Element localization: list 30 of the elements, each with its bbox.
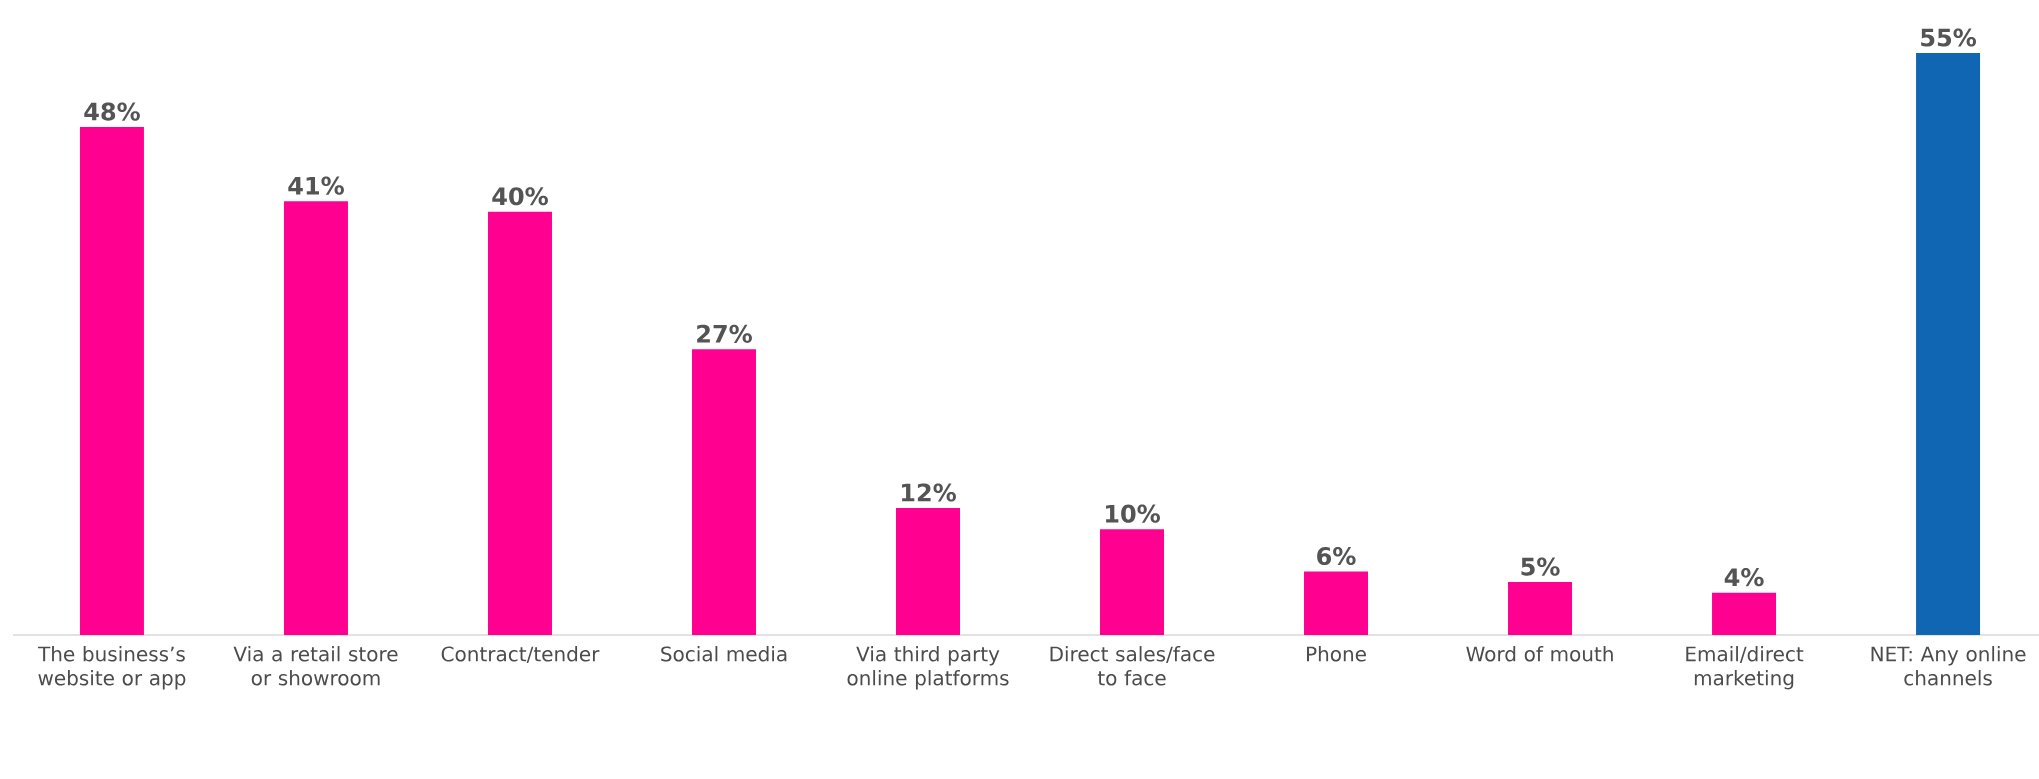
x-tick-label: Contract/tender	[441, 646, 600, 664]
bar	[1100, 529, 1165, 635]
data-label: 10%	[1105, 504, 1160, 523]
x-tick-label: Phone	[1307, 646, 1366, 662]
data-label: 27%	[697, 324, 752, 343]
bar	[1304, 571, 1369, 635]
data-label: 4%	[1724, 568, 1764, 587]
x-tick-label: NET: Any online channels	[1871, 646, 2026, 686]
data-label: 40%	[492, 187, 548, 206]
data-label: 5%	[1521, 557, 1560, 576]
data-label: 41%	[288, 176, 344, 195]
bar	[1916, 52, 1981, 635]
x-tick-label: Via third party online platforms	[847, 646, 1009, 690]
data-label: 12%	[901, 483, 956, 502]
bar	[79, 127, 144, 635]
data-label: 55%	[1921, 28, 1977, 47]
bar	[691, 349, 756, 635]
data-label: 6%	[1317, 546, 1356, 566]
x-tick-label: Email/direct marketing	[1686, 646, 1804, 690]
x-tick-label: Via a retail store or showroom	[233, 646, 398, 686]
data-label: 48%	[84, 102, 140, 121]
bar	[283, 201, 348, 635]
x-tick-label: Word of mouth	[1466, 646, 1613, 662]
bar	[1712, 592, 1777, 635]
bar	[1508, 582, 1573, 635]
bar	[896, 508, 960, 635]
x-tick-label: Direct sales/face to face	[1050, 646, 1215, 686]
x-tick-label: Social media	[661, 646, 787, 662]
x-tick-label: The business’s website or app	[37, 646, 186, 690]
bar	[487, 211, 552, 635]
